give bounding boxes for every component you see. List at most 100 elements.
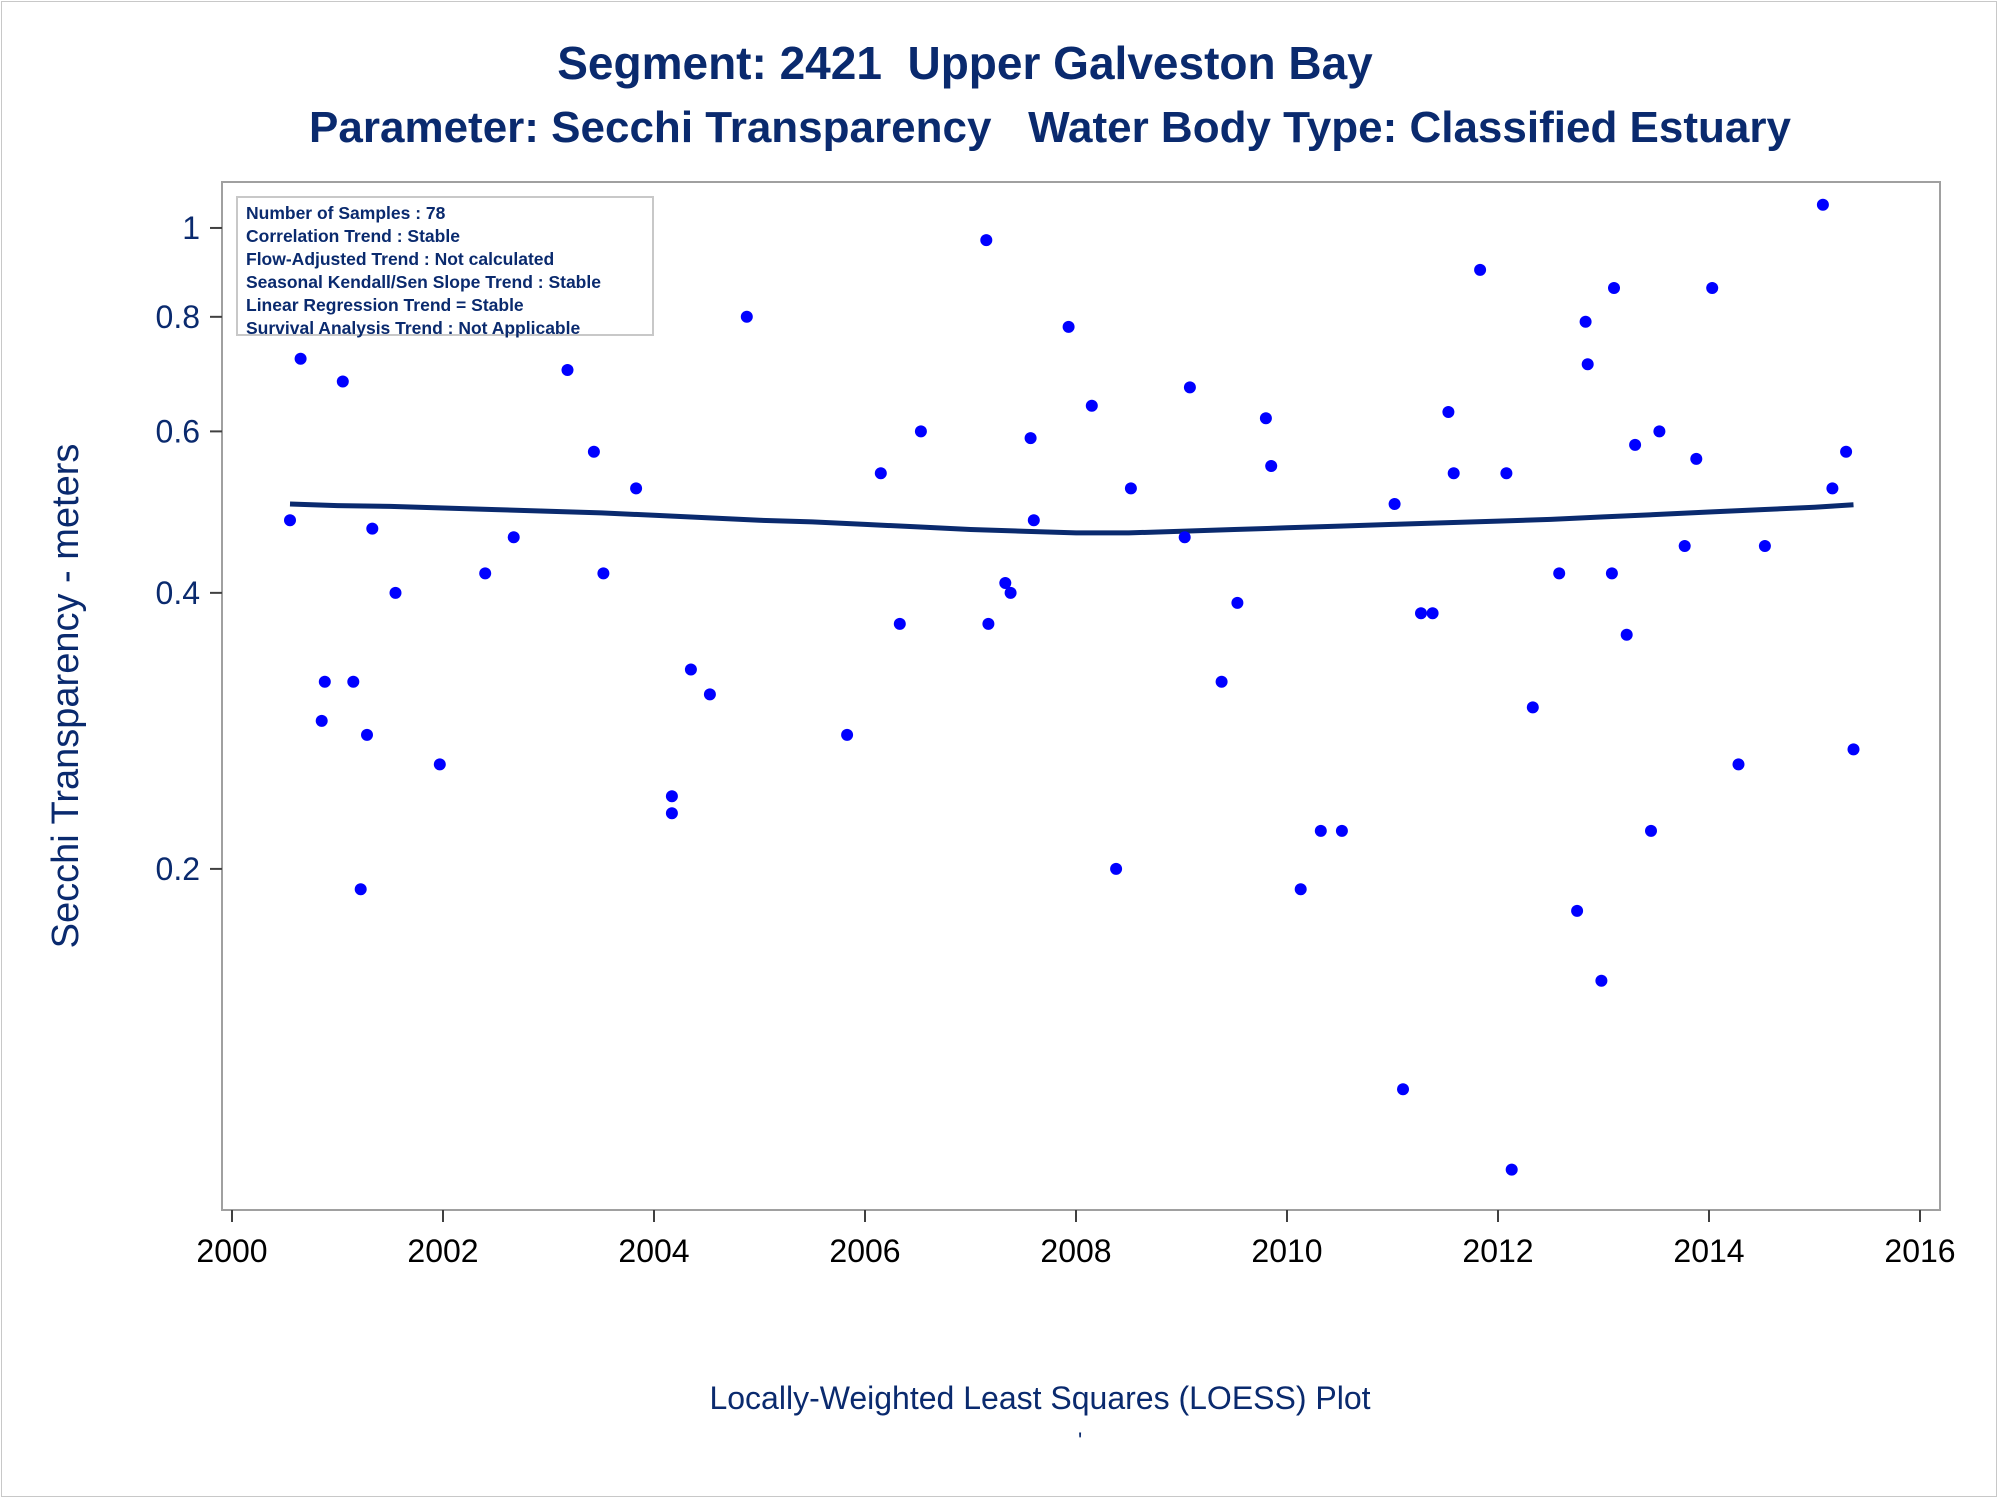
data-point	[1178, 531, 1191, 544]
data-point	[1426, 607, 1439, 620]
data-point	[507, 531, 520, 544]
footnote: '	[1078, 1428, 1083, 1453]
data-point	[1732, 758, 1745, 771]
data-point	[1183, 381, 1196, 394]
data-point	[318, 675, 331, 688]
y-axis-label: Secchi Transparency - meters	[45, 444, 87, 949]
data-point	[1629, 438, 1642, 451]
data-point	[684, 663, 697, 676]
stats-line: Correlation Trend : Stable	[246, 226, 460, 246]
data-point	[1581, 358, 1594, 371]
data-point	[1259, 412, 1272, 425]
data-point	[336, 375, 349, 388]
loess-line	[289, 501, 1854, 536]
data-point	[1826, 482, 1839, 495]
data-point	[1706, 282, 1719, 294]
data-point	[1215, 675, 1228, 688]
y-tick-label: 1	[182, 210, 200, 246]
scatter-points	[284, 198, 1860, 1176]
data-point	[1840, 445, 1853, 458]
data-point	[874, 467, 887, 480]
data-point	[1526, 701, 1539, 714]
data-point	[315, 714, 328, 727]
data-point	[1265, 460, 1278, 472]
x-tick-label: 2014	[1673, 1233, 1744, 1269]
stats-line: Flow-Adjusted Trend : Not calculated	[246, 249, 555, 269]
data-point	[1124, 482, 1137, 495]
data-point	[665, 790, 678, 803]
data-point	[982, 617, 995, 630]
data-point	[1294, 883, 1307, 896]
data-point	[1004, 586, 1017, 599]
data-point	[1505, 1163, 1518, 1176]
data-point	[1553, 567, 1566, 580]
data-point	[1442, 406, 1455, 418]
stats-line: Seasonal Kendall/Sen Slope Trend : Stabl…	[246, 272, 601, 292]
x-tick-label: 2012	[1462, 1233, 1533, 1269]
y-tick-label: 0.2	[156, 851, 200, 887]
data-point	[1335, 824, 1348, 837]
data-point	[1653, 425, 1666, 438]
axes: 2000 2002 2004 2006 2008 2010 2012 2014 2016 0.2 0…	[156, 181, 1956, 1269]
data-point	[1847, 743, 1860, 756]
x-tick-label: 2004	[618, 1233, 689, 1269]
data-point	[1062, 320, 1075, 333]
data-point	[1678, 540, 1691, 552]
data-point	[1816, 198, 1829, 211]
data-point	[597, 567, 610, 580]
stats-line: Linear Regression Trend = Stable	[246, 295, 524, 315]
y-tick-label: 0.8	[156, 299, 200, 335]
data-point	[1620, 628, 1633, 641]
data-point	[1415, 607, 1427, 620]
stats-line: Survival Analysis Trend : Not Applicable	[246, 318, 581, 338]
data-point	[630, 482, 643, 495]
data-point	[1027, 514, 1040, 527]
data-point	[366, 522, 379, 535]
data-point	[1605, 567, 1618, 580]
x-tick-label: 2006	[829, 1233, 900, 1269]
loess-curve	[289, 501, 1854, 536]
data-point	[354, 883, 367, 896]
x-tick-label: 2002	[407, 1233, 478, 1269]
chart-title: Segment: 2421 Upper Galveston Bay	[557, 37, 1373, 89]
data-point	[893, 617, 906, 630]
data-point	[561, 364, 574, 376]
data-point	[294, 352, 307, 365]
data-point	[740, 310, 753, 323]
data-point	[1474, 263, 1487, 276]
data-point	[1110, 862, 1123, 875]
plot-frame	[221, 181, 1941, 1211]
data-point	[1024, 432, 1037, 445]
data-point	[1579, 315, 1592, 328]
data-point	[980, 234, 993, 247]
data-point	[1500, 467, 1513, 480]
chart-subtitle: Parameter: Secchi Transparency Water Bod…	[309, 103, 1791, 152]
data-point	[665, 807, 678, 820]
data-point	[1595, 974, 1608, 987]
x-tick-label: 2010	[1251, 1233, 1322, 1269]
data-point	[1645, 824, 1657, 837]
data-point	[1397, 1083, 1409, 1096]
data-point	[999, 577, 1012, 589]
x-tick-label: 2000	[196, 1233, 267, 1269]
stats-line: Number of Samples : 78	[246, 203, 446, 223]
data-point	[587, 445, 600, 458]
data-point	[1690, 452, 1703, 465]
data-point	[1447, 467, 1460, 480]
data-point	[1608, 282, 1620, 294]
data-point	[284, 514, 296, 527]
data-point	[389, 586, 402, 599]
data-point	[703, 688, 716, 701]
data-point	[1388, 498, 1401, 510]
data-point	[479, 567, 492, 580]
x-axis-label: Locally-Weighted Least Squares (LOESS) P…	[709, 1380, 1371, 1416]
data-point	[1231, 596, 1244, 609]
data-point	[914, 425, 927, 438]
data-point	[361, 728, 373, 741]
data-point	[1571, 904, 1584, 917]
data-point	[841, 728, 854, 741]
x-tick-label: 2008	[1040, 1233, 1111, 1269]
data-point	[1085, 399, 1098, 412]
